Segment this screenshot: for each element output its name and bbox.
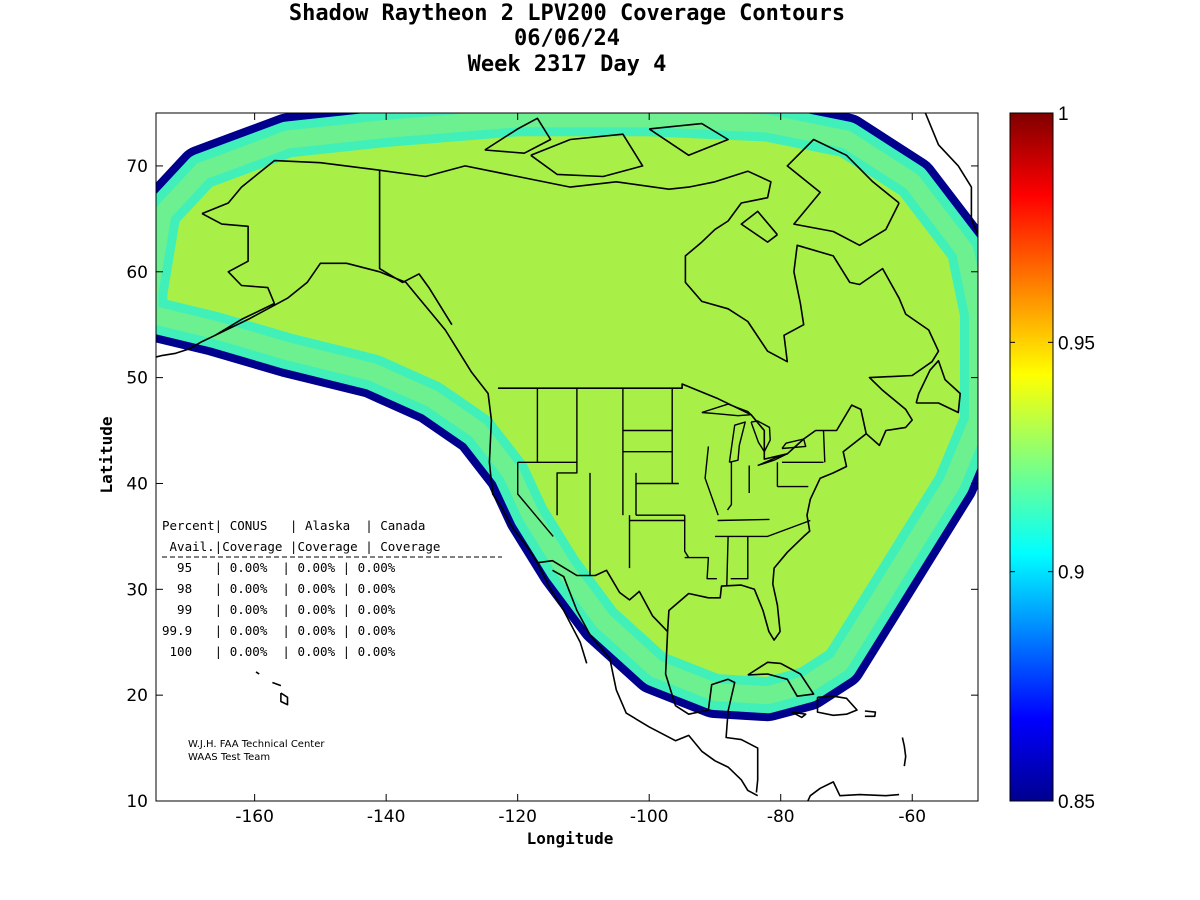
coastline: [901, 737, 907, 767]
coastline: [791, 711, 807, 719]
coastline: [552, 569, 759, 797]
x-tick-label: -160: [235, 807, 274, 827]
coastline: [201, 212, 588, 664]
coastline: [201, 159, 716, 215]
coverage-contours: [156, 113, 978, 722]
coastline: [921, 113, 978, 237]
state-border: [556, 388, 578, 516]
coastline: [747, 661, 815, 698]
coastline: [740, 210, 779, 243]
table-row: 99 | 0.00% | 0.00% | 0.00%: [162, 602, 396, 617]
coastline: [156, 334, 216, 358]
state-border: [726, 536, 729, 586]
colorbar: 1 0.95 0.9 0.85: [1009, 104, 1095, 813]
table-header-2: Avail.|Coverage |Coverage | Coverage: [162, 539, 440, 554]
chart-title-line-3: Week 2317 Day 4: [467, 52, 667, 77]
coastline: [530, 133, 644, 178]
y-tick-label: 50: [126, 369, 148, 389]
y-tick-label: 10: [126, 792, 148, 812]
chart-title-line-2: 06/06/24: [514, 26, 620, 51]
table-row: 98 | 0.00% | 0.00% | 0.00%: [162, 581, 396, 596]
x-tick-label: -80: [767, 807, 795, 827]
colorbar-tick-label: 0.95: [1058, 333, 1095, 354]
coastline: [280, 692, 289, 706]
coastline: [915, 359, 962, 414]
y-tick-label: 70: [126, 157, 148, 177]
y-tick-label: 60: [126, 263, 148, 283]
state-border: [704, 446, 719, 516]
colorbar-tick-label: 0.9: [1058, 563, 1084, 584]
state-border: [517, 462, 554, 537]
y-axis-label: Latitude: [97, 416, 116, 493]
coastline: [255, 671, 260, 675]
table-header-1: Percent| CONUS | Alaska | Canada: [162, 518, 425, 533]
state-border: [684, 515, 690, 558]
x-tick-label: -60: [898, 807, 926, 827]
credit-line-2: WAAS Test Team: [188, 752, 270, 763]
table-row: 99.9 | 0.00% | 0.00% | 0.00%: [162, 623, 396, 638]
coverage-table: Percent| CONUS | Alaska | Canada Avail.|…: [162, 518, 502, 659]
country-border: [536, 559, 669, 633]
coastline: [666, 170, 940, 641]
lake-outline: [701, 403, 752, 417]
state-border: [715, 519, 811, 538]
y-tick-label: 20: [126, 686, 148, 706]
credit-line-1: W.J.H. FAA Technical Center: [188, 739, 325, 750]
plot-frame: [155, 112, 979, 802]
state-border: [822, 430, 826, 463]
chart-title-line-1: Shadow Raytheon 2 LPV200 Coverage Contou…: [288, 1, 846, 26]
coastline: [272, 681, 282, 687]
state-border: [684, 556, 717, 580]
map-area: [156, 113, 978, 801]
x-axis-label: Longitude: [527, 829, 614, 848]
y-tick-label: 40: [126, 474, 148, 494]
lake-outline: [757, 453, 788, 467]
table-row: 100 | 0.00% | 0.00% | 0.00%: [162, 644, 396, 659]
country-border: [378, 170, 453, 326]
state-border: [730, 536, 749, 580]
country-border: [498, 383, 867, 460]
x-tick-label: -100: [630, 807, 669, 827]
y-tick-label: 30: [126, 580, 148, 600]
coastline: [648, 122, 729, 157]
x-tick-label: -120: [498, 807, 537, 827]
coastlines: [156, 113, 978, 801]
lake-outline: [728, 421, 746, 463]
coastline: [664, 631, 759, 793]
coastline: [484, 117, 552, 154]
x-axis: -160 -140 -120 -100 -80 -60: [235, 113, 926, 827]
colorbar-gradient: [1009, 112, 1054, 802]
lake-outline: [750, 420, 771, 453]
coastline: [786, 138, 900, 247]
x-tick-label: -140: [367, 807, 406, 827]
coastline: [864, 710, 877, 718]
y-axis: 10 20 30 40 50 60 70: [126, 157, 978, 812]
coastline: [816, 695, 858, 717]
coverage-band: [156, 113, 978, 705]
table-row: 95 | 0.00% | 0.00% | 0.00%: [162, 560, 396, 575]
coastline: [806, 781, 900, 801]
colorbar-tick-label: 0.85: [1058, 792, 1095, 813]
colorbar-tick-label: 1: [1058, 104, 1069, 125]
lake-outline: [781, 438, 807, 450]
state-border: [717, 518, 770, 522]
state-border: [726, 462, 733, 511]
